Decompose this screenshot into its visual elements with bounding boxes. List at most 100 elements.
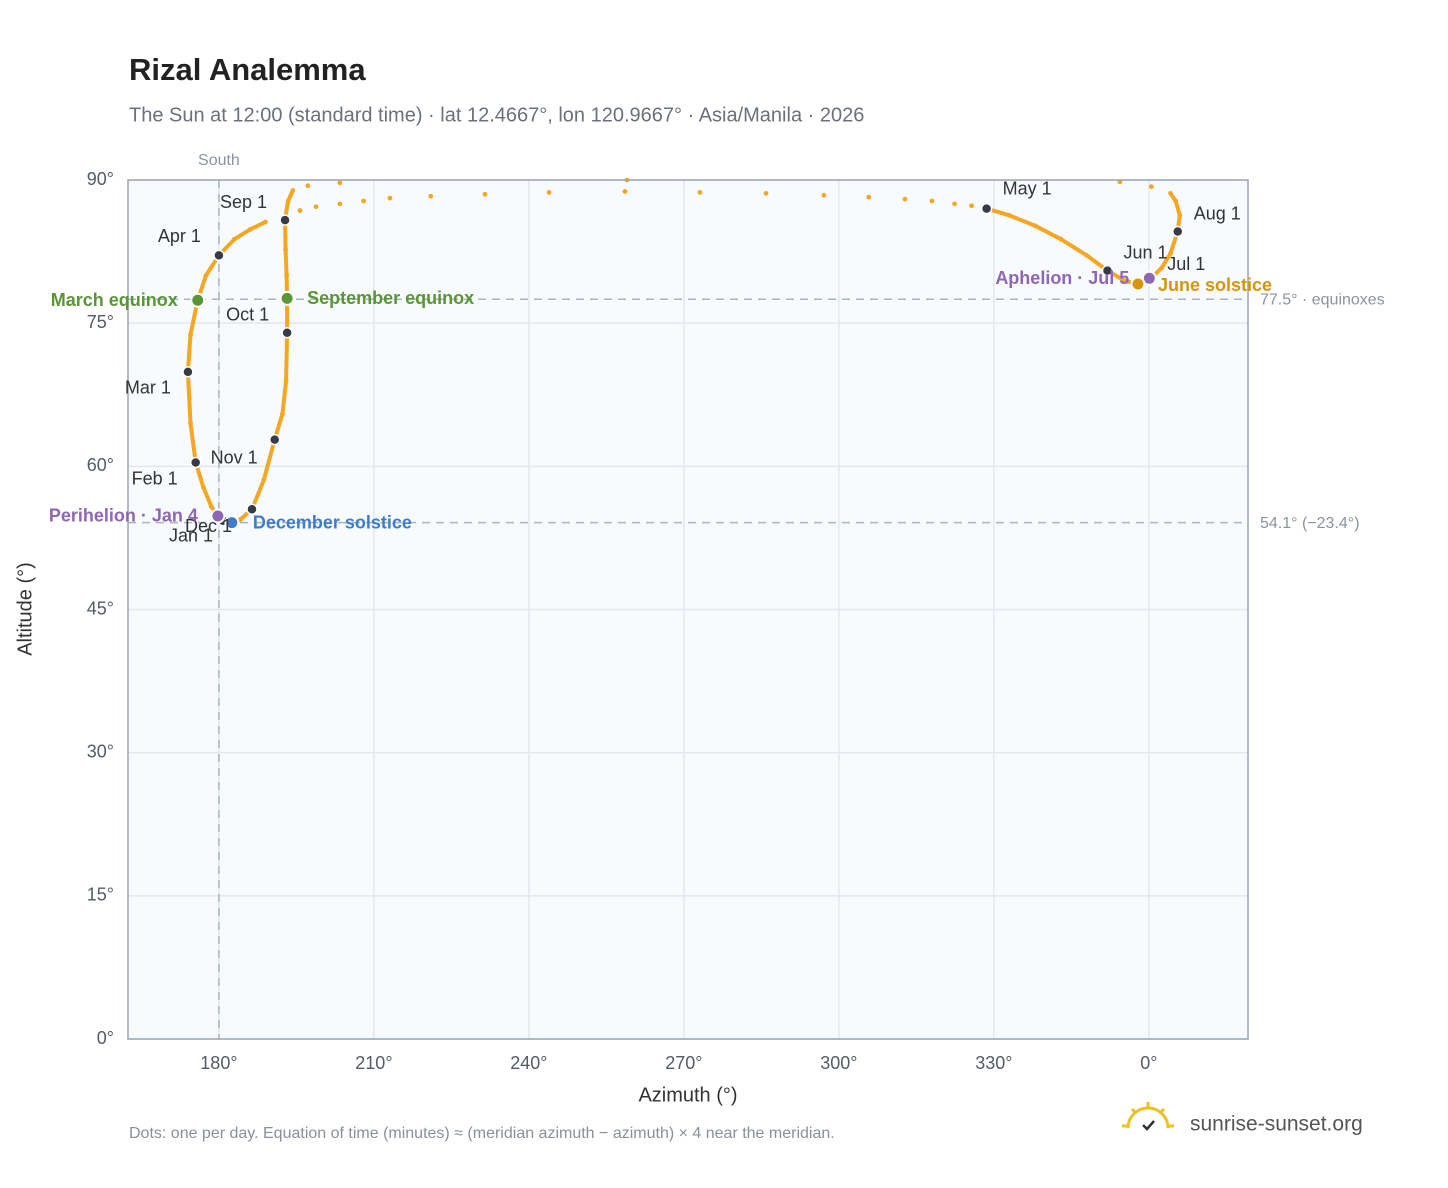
daily-dot [902,196,908,202]
daily-dot [546,190,552,195]
daily-dot [428,193,434,199]
month-label: Apr 1 [158,226,201,246]
daily-dot [188,332,193,338]
month-marker [246,503,258,516]
daily-dot [622,189,628,194]
daily-dot [1168,251,1173,256]
y-tick-label: 75° [87,312,114,332]
month-label: Jan 1 [169,525,213,545]
month-marker [1171,225,1184,238]
month-label: Jul 1 [1167,254,1205,274]
x-tick-label: 240° [510,1053,547,1073]
daily-dot [482,191,488,197]
month-label: Nov 1 [211,447,258,467]
chart-title: Rizal Analemma [129,52,366,87]
daily-dot [313,204,319,210]
y-tick-label: 0° [97,1028,114,1048]
month-marker [268,433,281,446]
month-label: Mar 1 [125,378,171,398]
daily-dot [290,188,296,193]
reference-label: 77.5° · equinoxes [1260,292,1385,309]
month-marker [182,366,194,378]
month-label: Jun 1 [1123,242,1167,262]
month-label: Sep 1 [220,192,267,212]
month-marker [213,249,225,262]
y-tick-label: 60° [87,455,114,475]
chart-subtitle: The Sun at 12:00 (standard time) · lat 1… [129,104,864,126]
daily-dot [263,219,268,225]
month-label: Aug 1 [1194,203,1241,223]
event-marker [210,508,226,524]
event-marker [1130,276,1146,292]
marks [182,177,1184,531]
daily-dot [1123,278,1128,284]
daily-dot [203,273,209,278]
daily-dot [1032,223,1038,229]
daily-dot [305,183,311,189]
daily-dot [387,195,393,201]
y-axis-label: Altitude (°) [14,562,36,656]
footnote: Dots: one per day. Equation of time (min… [129,1125,835,1142]
daily-dot [283,378,289,383]
daily-dot [929,198,935,204]
x-tick-label: 180° [200,1053,237,1073]
event-marker [190,292,206,308]
daily-dot [821,192,827,198]
event-label: December solstice [253,512,412,532]
daily-dot [952,201,957,207]
daily-dot [866,194,872,200]
event-label: June solstice [1158,275,1272,295]
x-tick-label: 210° [355,1053,392,1073]
daily-dot [232,236,237,242]
event-marker [1141,270,1157,286]
daily-dot [1177,212,1183,218]
event-label: Aphelion · Jul 5 [995,268,1129,288]
x-tick-label: 330° [975,1053,1012,1073]
daily-dot [284,273,289,278]
x-tick-label: 270° [665,1053,702,1073]
daily-dot [1058,236,1064,242]
daily-dot [697,190,703,195]
daily-dot [763,190,769,196]
daily-dot [280,411,285,417]
month-marker [189,456,202,469]
y-tick-label: 90° [87,169,114,189]
plot-frame [127,179,1249,1040]
brand-logo [1122,1102,1174,1131]
event-label: Perihelion · Jan 4 [49,506,198,526]
x-tick-label: 300° [820,1053,857,1073]
daily-dot [361,198,366,204]
month-label: May 1 [1003,178,1052,198]
event-label: September equinox [307,288,474,308]
daily-dot [297,208,303,213]
daily-dot [1084,253,1090,258]
daily-dot [285,198,291,204]
month-marker [1101,264,1114,277]
daily-dot [1173,198,1179,204]
daily-dot [261,477,267,483]
daily-dot [283,247,288,253]
daily-dot [337,180,343,186]
daily-dot [201,484,206,490]
month-marker [279,214,291,226]
month-label: Dec 1 [185,516,232,536]
brand: sunrise-sunset.org [1190,1113,1363,1136]
daily-dot [1168,190,1173,196]
daily-dot [337,201,343,207]
reference-label: South [198,152,240,169]
daily-dot [1148,184,1154,190]
month-label: Oct 1 [226,304,269,324]
daily-dot [188,420,193,426]
month-label: Feb 1 [132,468,178,488]
event-marker [224,515,240,531]
daily-dot [208,504,214,509]
event-marker [279,290,295,306]
month-marker [980,202,993,215]
daily-dot [247,227,253,233]
reference-label: 54.1° (−23.4°) [1260,515,1360,532]
daily-dot [969,203,975,209]
daily-dot [1159,265,1165,271]
daily-dot [1006,212,1012,218]
month-marker [281,326,293,339]
